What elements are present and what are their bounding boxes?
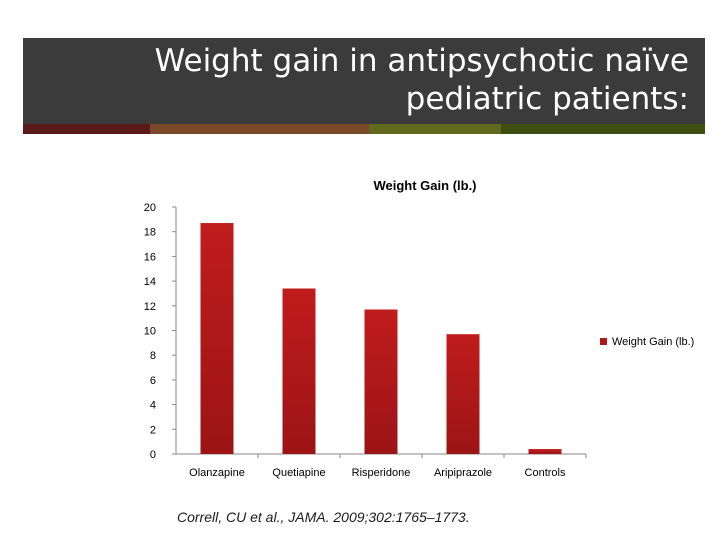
- slide-title-line-1: Weight gain in antipsychotic naïve: [154, 43, 689, 79]
- chart-title: Weight Gain (lb.): [373, 178, 476, 193]
- accent-segment: [150, 124, 369, 134]
- y-tick-label: 0: [150, 449, 156, 461]
- accent-segment: [369, 124, 501, 134]
- y-tick-label: 4: [150, 400, 156, 412]
- title-band: Weight gain in antipsychotic naïve pedia…: [23, 38, 705, 124]
- legend-label: Weight Gain (lb.): [612, 336, 694, 348]
- accent-segment: [501, 124, 705, 134]
- bar-controls: [528, 449, 562, 454]
- bar-olanzapine: [200, 223, 234, 454]
- bar-risperidone: [364, 309, 398, 454]
- y-tick-label: 16: [144, 251, 156, 263]
- y-tick-label: 2: [150, 424, 156, 436]
- y-tick-label: 12: [144, 301, 156, 313]
- y-tick-label: 8: [150, 350, 156, 362]
- x-tick-label: Quetiapine: [272, 467, 325, 479]
- x-tick-label: Controls: [525, 467, 566, 479]
- x-tick-label: Olanzapine: [189, 467, 245, 479]
- bar-quetiapine: [282, 288, 316, 454]
- y-tick-label: 18: [144, 227, 156, 239]
- x-tick-label: Aripiprazole: [434, 467, 492, 479]
- accent-strip: [23, 124, 705, 134]
- citation: Correll, CU et al., JAMA. 2009;302:1765–…: [177, 509, 470, 525]
- slide-title: Weight gain in antipsychotic naïve pedia…: [89, 42, 689, 118]
- y-tick-label: 14: [144, 276, 156, 288]
- y-tick-label: 10: [144, 326, 156, 338]
- accent-segment: [23, 124, 150, 134]
- x-tick-label: Risperidone: [352, 467, 411, 479]
- y-tick-label: 6: [150, 375, 156, 387]
- y-tick-label: 20: [144, 202, 156, 214]
- legend-swatch: [600, 338, 607, 345]
- bar-aripiprazole: [446, 334, 480, 454]
- slide-title-line-2: pediatric patients:: [405, 81, 689, 117]
